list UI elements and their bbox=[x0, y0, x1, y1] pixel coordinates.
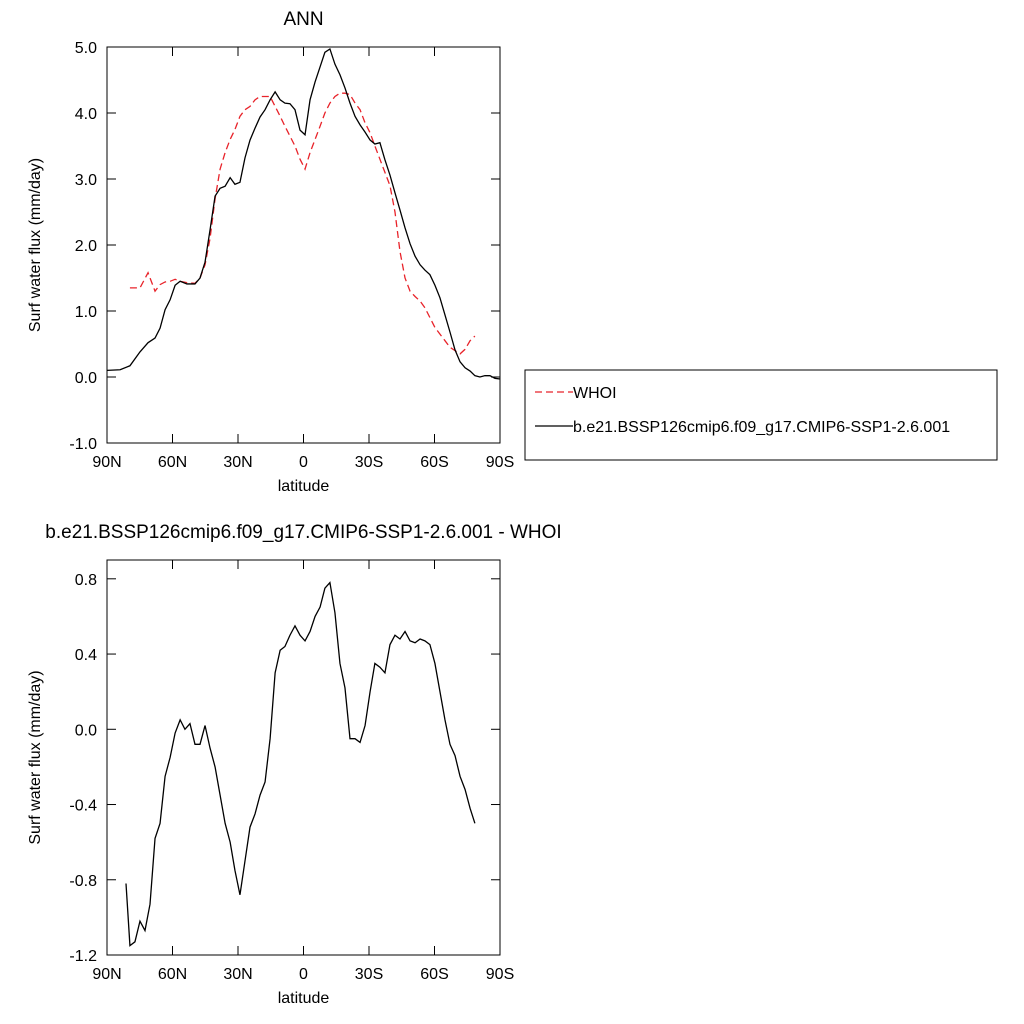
x-tick-label: 90N bbox=[92, 454, 121, 471]
y-tick-label: 3.0 bbox=[75, 172, 97, 189]
y-tick-label: 0.4 bbox=[75, 647, 97, 664]
x-tick-label: 90S bbox=[486, 454, 514, 471]
x-tick-label: 0 bbox=[299, 454, 308, 471]
x-tick-label: 90N bbox=[92, 966, 121, 983]
y-tick-label: 1.0 bbox=[75, 304, 97, 321]
x-tick-label: 30N bbox=[223, 966, 252, 983]
y-axis-label: Surf water flux (mm/day) bbox=[27, 670, 44, 844]
legend: WHOI b.e21.BSSP126cmip6.f09_g17.CMIP6-SSP… bbox=[524, 369, 998, 461]
data-line bbox=[125, 581, 476, 947]
y-axis-label: Surf water flux (mm/day) bbox=[27, 158, 44, 332]
x-tick-label: 60N bbox=[158, 966, 187, 983]
y-tick-label: -0.8 bbox=[69, 873, 97, 890]
x-tick-label: 60N bbox=[158, 454, 187, 471]
x-tick-label: 60S bbox=[420, 454, 448, 471]
legend-box bbox=[524, 369, 998, 461]
y-tick-label: -1.0 bbox=[69, 436, 97, 453]
y-tick-label: 0.0 bbox=[75, 722, 97, 739]
plot-frame bbox=[106, 559, 501, 956]
y-tick-label: -0.4 bbox=[69, 798, 97, 815]
y-tick-label: 2.0 bbox=[75, 238, 97, 255]
x-tick-label: 0 bbox=[299, 966, 308, 983]
x-tick-label: 90S bbox=[486, 966, 514, 983]
data-line bbox=[106, 47, 501, 380]
y-tick-label: 4.0 bbox=[75, 106, 97, 123]
plot-frame bbox=[106, 46, 501, 444]
x-tick-label: 30S bbox=[355, 966, 383, 983]
x-axis-label: latitude bbox=[278, 990, 330, 1007]
x-axis-label: latitude bbox=[278, 478, 330, 495]
legend-label: b.e21.BSSP126cmip6.f09_g17.CMIP6-SSP1-2.… bbox=[573, 419, 950, 436]
y-tick-label: 0.0 bbox=[75, 370, 97, 387]
y-tick-label: 5.0 bbox=[75, 40, 97, 57]
chart-title: b.e21.BSSP126cmip6.f09_g17.CMIP6-SSP1-2.… bbox=[45, 522, 561, 543]
x-tick-label: 60S bbox=[420, 966, 448, 983]
chart-title: ANN bbox=[283, 9, 323, 30]
x-tick-label: 30S bbox=[355, 454, 383, 471]
legend-label: WHOI bbox=[573, 385, 617, 402]
x-tick-label: 30N bbox=[223, 454, 252, 471]
y-tick-label: 0.8 bbox=[75, 572, 97, 589]
y-tick-label: -1.2 bbox=[69, 948, 97, 965]
